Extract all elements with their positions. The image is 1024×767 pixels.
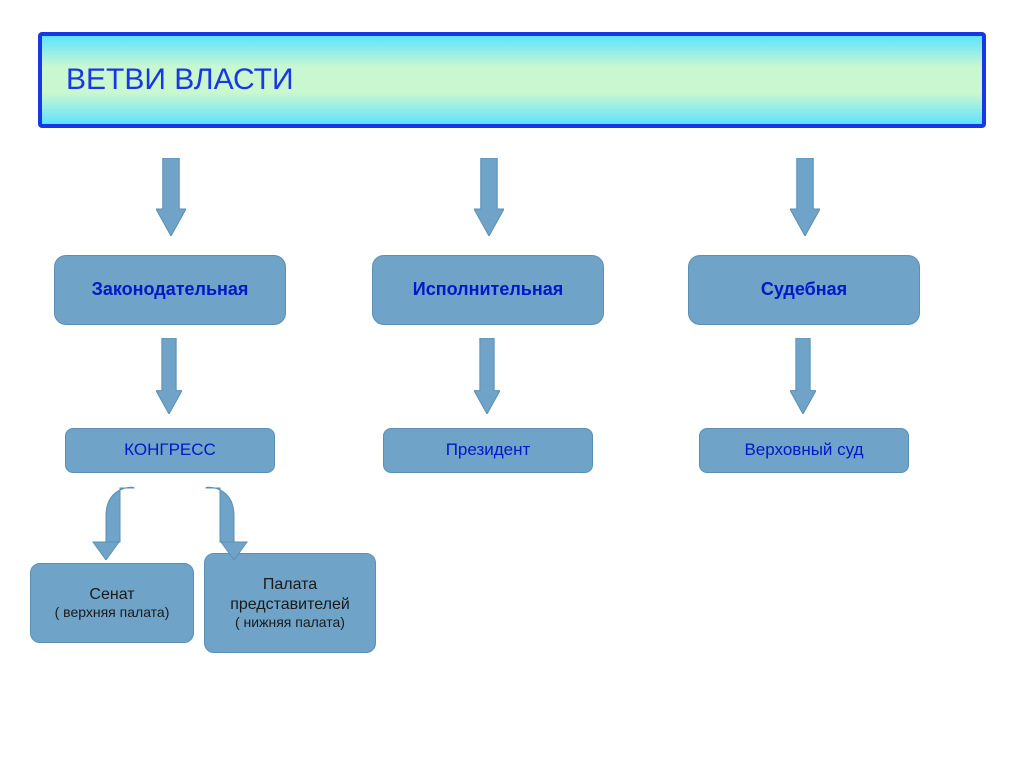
branch-legislative: Законодательная	[54, 255, 286, 325]
body-supreme-court: Верховный суд	[699, 428, 909, 473]
branch-label: Исполнительная	[413, 279, 563, 301]
title-text: ВЕТВИ ВЛАСТИ	[66, 63, 294, 97]
title-box: ВЕТВИ ВЛАСТИ	[38, 32, 986, 128]
arrow-curved-icon	[198, 480, 248, 560]
leaf-line1: Палата	[230, 575, 350, 594]
arrow-down-icon	[790, 338, 816, 414]
body-label: Верховный суд	[744, 440, 863, 460]
body-label: Президент	[446, 440, 531, 460]
leaf-line1: Сенат	[55, 585, 170, 604]
arrow-curved-icon	[92, 480, 142, 560]
leaf-house: Палата представителей ( нижняя палата)	[204, 553, 376, 653]
arrow-down-icon	[474, 338, 500, 414]
leaf-line2: ( верхняя палата)	[55, 604, 170, 621]
branch-label: Законодательная	[92, 279, 249, 301]
arrow-down-icon	[474, 158, 504, 236]
leaf-line3: ( нижняя палата)	[230, 614, 350, 631]
leaf-senate: Сенат ( верхняя палата)	[30, 563, 194, 643]
body-president: Президент	[383, 428, 593, 473]
branch-label: Судебная	[761, 279, 847, 301]
branch-executive: Исполнительная	[372, 255, 604, 325]
branch-judicial: Судебная	[688, 255, 920, 325]
diagram-canvas: { "canvas": { "width": 1024, "height": 7…	[0, 0, 1024, 767]
leaf-line2: представителей	[230, 595, 350, 614]
arrow-down-icon	[156, 158, 186, 236]
arrow-down-icon	[790, 158, 820, 236]
body-label: КОНГРЕСС	[124, 440, 216, 460]
arrow-down-icon	[156, 338, 182, 414]
body-congress: КОНГРЕСС	[65, 428, 275, 473]
